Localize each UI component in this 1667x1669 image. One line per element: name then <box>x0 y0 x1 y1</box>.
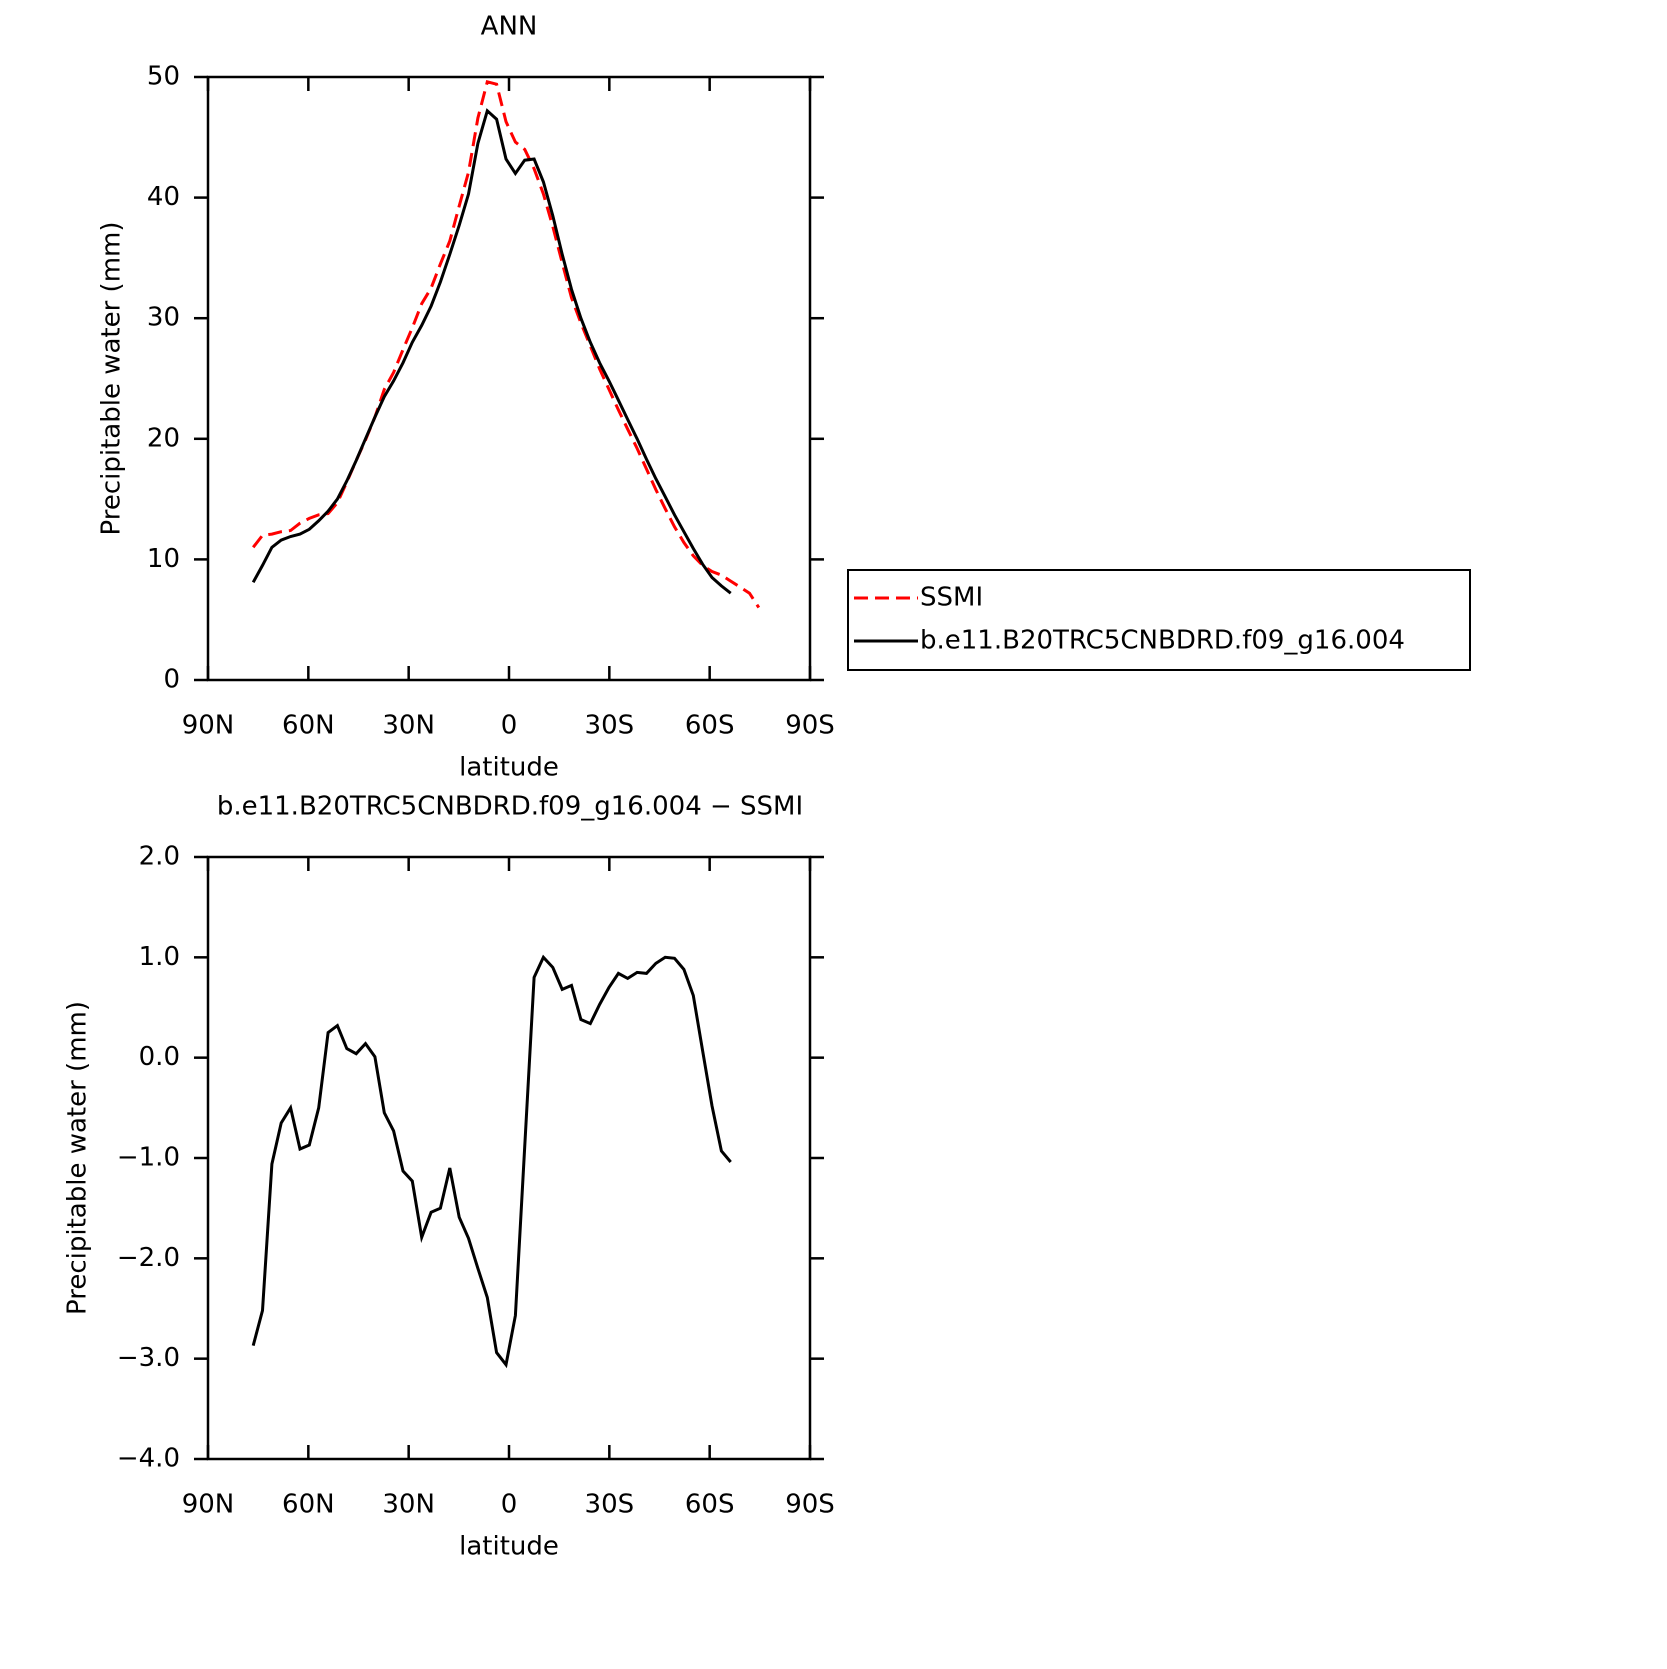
y-tick-label: −1.0 <box>117 1143 180 1173</box>
x-tick-label: 60N <box>282 1490 335 1520</box>
y-tick-label: 10 <box>147 544 180 574</box>
y-axis-label: Precipitable water (mm) <box>63 1001 93 1315</box>
x-axis-label: latitude <box>459 1532 559 1562</box>
y-tick-label: 0 <box>163 665 180 695</box>
y-tick-label: −2.0 <box>117 1243 180 1273</box>
x-tick-label: 60S <box>685 711 735 741</box>
x-axis-label: latitude <box>459 753 559 783</box>
data-line <box>251 108 732 595</box>
x-tick-label: 30S <box>585 711 635 741</box>
x-tick-label: 60N <box>282 711 335 741</box>
data-line <box>252 79 761 609</box>
x-tick-label: 30N <box>382 711 435 741</box>
x-tick-label: 0 <box>501 711 518 741</box>
y-tick-label: −4.0 <box>117 1444 180 1474</box>
y-tick-label: 2.0 <box>139 842 180 872</box>
y-tick-label: 40 <box>147 182 180 212</box>
x-tick-label: 30S <box>585 1490 635 1520</box>
x-tick-label: 90S <box>785 1490 835 1520</box>
x-tick-label: 0 <box>501 1490 518 1520</box>
x-tick-label: 60S <box>685 1490 735 1520</box>
y-tick-label: 20 <box>147 423 180 453</box>
y-axis-label: Precipitable water (mm) <box>97 222 127 536</box>
legend-label: SSMI <box>920 583 983 613</box>
x-tick-label: 90N <box>182 711 235 741</box>
plot-frame <box>206 75 812 682</box>
y-tick-label: 30 <box>147 303 180 333</box>
chart-title: ANN <box>481 12 538 42</box>
plot-frame <box>206 855 812 1461</box>
data-line <box>251 954 732 1369</box>
y-tick-label: 1.0 <box>139 942 180 972</box>
legend-box <box>847 569 1471 671</box>
legend-label: b.e11.B20TRC5CNBDRD.f09_g16.004 <box>920 626 1405 656</box>
chart-title: b.e11.B20TRC5CNBDRD.f09_g16.004 − SSMI <box>217 792 803 822</box>
y-tick-label: 50 <box>147 62 180 92</box>
x-tick-label: 90S <box>785 711 835 741</box>
y-tick-label: 0.0 <box>139 1042 180 1072</box>
y-tick-label: −3.0 <box>117 1343 180 1373</box>
x-tick-label: 30N <box>382 1490 435 1520</box>
x-tick-label: 90N <box>182 1490 235 1520</box>
